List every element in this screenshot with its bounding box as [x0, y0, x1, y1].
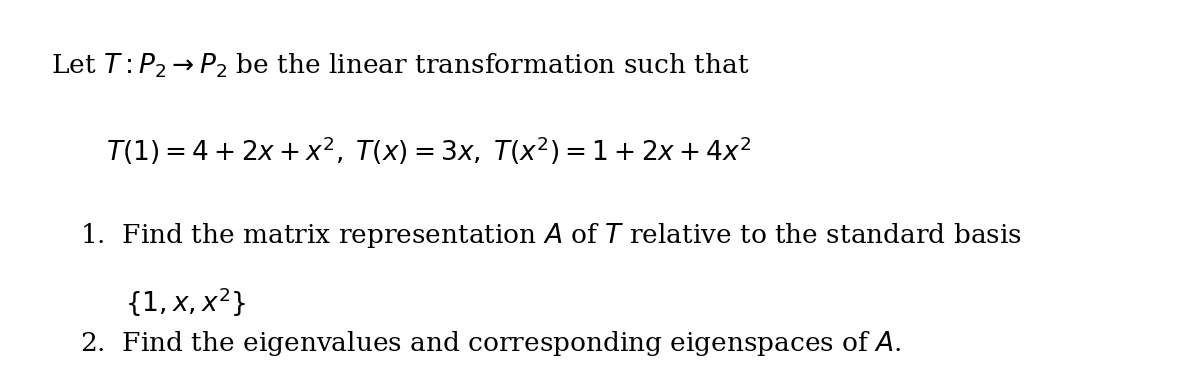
Text: $T(1) = 4 + 2x + x^2, \; T(x) = 3x, \; T(x^2) = 1 + 2x + 4x^2$: $T(1) = 4 + 2x + x^2, \; T(x) = 3x, \; T… [106, 134, 751, 166]
Text: 1.  Find the matrix representation $A$ of $T$ relative to the standard basis: 1. Find the matrix representation $A$ of… [80, 221, 1022, 250]
Text: 2.  Find the eigenvalues and corresponding eigenspaces of $A$.: 2. Find the eigenvalues and correspondin… [80, 329, 902, 358]
Text: $\{1, x, x^2\}$: $\{1, x, x^2\}$ [125, 286, 246, 319]
Text: Let $T : P_2 \rightarrow P_2$ be the linear transformation such that: Let $T : P_2 \rightarrow P_2$ be the lin… [52, 51, 750, 80]
